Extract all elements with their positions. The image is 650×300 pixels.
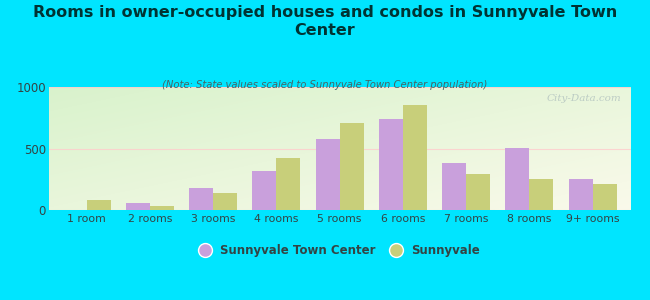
Bar	[529, 179, 553, 210]
Bar	[466, 174, 490, 210]
Text: (Note: State values scaled to Sunnyvale Town Center population): (Note: State values scaled to Sunnyvale …	[162, 80, 488, 89]
Bar	[276, 158, 300, 210]
Bar	[593, 184, 617, 210]
Bar	[316, 139, 339, 210]
Bar	[86, 200, 110, 210]
Bar	[126, 203, 150, 210]
Text: City-Data.com: City-Data.com	[547, 94, 622, 103]
Bar	[339, 123, 363, 210]
Bar	[150, 206, 174, 210]
Bar	[403, 105, 427, 210]
Bar	[505, 148, 529, 210]
Bar	[379, 119, 403, 210]
Legend: Sunnyvale Town Center, Sunnyvale: Sunnyvale Town Center, Sunnyvale	[194, 239, 485, 262]
Bar	[189, 188, 213, 210]
Bar	[213, 193, 237, 210]
Text: Rooms in owner-occupied houses and condos in Sunnyvale Town
Center: Rooms in owner-occupied houses and condo…	[33, 4, 617, 38]
Bar	[442, 163, 466, 210]
Bar	[569, 178, 593, 210]
Bar	[252, 171, 276, 210]
